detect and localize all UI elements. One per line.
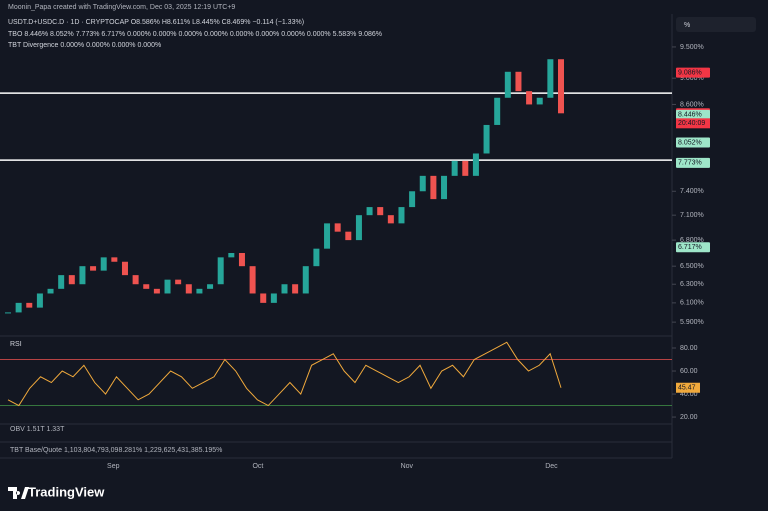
- candle: [270, 293, 277, 303]
- candle: [451, 160, 458, 176]
- x-tick-label: Sep: [107, 463, 120, 470]
- y-tick-label: 20.00: [680, 414, 698, 421]
- candle: [164, 279, 171, 294]
- rsi-badge: [676, 382, 700, 393]
- candle: [90, 266, 97, 271]
- candle: [377, 207, 384, 216]
- y-tick-label: 6.100%: [680, 300, 704, 307]
- candle: [111, 257, 118, 262]
- candle: [536, 97, 543, 105]
- price-badge: [676, 157, 710, 168]
- candle: [526, 91, 533, 105]
- symbol-line: USDT.D+USDC.D · 1D · CRYPTOCAP O8.586% H…: [8, 19, 304, 26]
- candle: [36, 293, 43, 308]
- candle: [387, 215, 394, 224]
- price-badge: [676, 109, 710, 120]
- y-tick-label: 9.000%: [680, 75, 704, 82]
- candle: [494, 97, 501, 125]
- scale-button[interactable]: [676, 17, 756, 32]
- candle: [409, 191, 416, 208]
- candle: [504, 71, 511, 98]
- rsi-badge-label: 45.47: [678, 385, 696, 392]
- divergence-line: TBT Divergence 0.000% 0.000% 0.000% 0.00…: [8, 42, 161, 49]
- candle: [143, 284, 150, 289]
- candle: [419, 175, 426, 192]
- countdown-bg: [676, 118, 710, 129]
- price-badge-label: 8.052%: [678, 139, 702, 146]
- x-tick-label: Dec: [545, 463, 558, 470]
- candle: [207, 284, 214, 289]
- candle: [15, 302, 22, 313]
- rsi-line: [7, 341, 562, 407]
- y-tick-label: 80.00: [680, 345, 698, 352]
- candle: [228, 252, 235, 258]
- obv-line: OBV 1.51T 1.33T: [10, 426, 65, 433]
- tbo-line: TBO 8.446% 8.052% 7.773% 6.717% 0.000% 0…: [8, 31, 382, 38]
- price-badge-label: 8.446%: [678, 112, 702, 119]
- pane-title: RSI: [10, 341, 22, 348]
- candle: [430, 175, 437, 200]
- candle: [292, 284, 299, 294]
- candle: [260, 293, 267, 303]
- y-tick-label: 8.600%: [680, 101, 704, 108]
- base-quote-line: TBT Base/Quote 1,103,804,793,098.281% 1,…: [10, 447, 222, 454]
- y-tick-label: 7.100%: [680, 212, 704, 219]
- candle: [472, 153, 479, 176]
- credit: Moonin_Papa created with TradingView.com…: [8, 4, 235, 11]
- candle: [132, 275, 139, 285]
- y-tick-label: 7.400%: [680, 188, 704, 195]
- logo: TradingView: [28, 484, 105, 499]
- candle: [121, 261, 128, 276]
- y-tick-label: 9.500%: [680, 44, 704, 51]
- y-tick-label: 6.300%: [680, 281, 704, 288]
- candle: [302, 266, 309, 294]
- y-tick-label: 5.900%: [680, 319, 704, 326]
- candle: [100, 257, 107, 271]
- candle: [281, 284, 288, 294]
- candle: [441, 175, 448, 200]
- candle: [483, 124, 490, 154]
- candle: [175, 279, 182, 285]
- price-badge: [676, 67, 710, 78]
- candle: [355, 215, 362, 241]
- candle: [334, 223, 341, 232]
- price-badge: [676, 242, 710, 253]
- countdown: 20:40:09: [678, 120, 705, 127]
- price-badge: [676, 137, 710, 148]
- candle: [558, 59, 564, 114]
- candle: [47, 288, 54, 294]
- candle: [249, 266, 256, 294]
- candle: [196, 288, 203, 294]
- y-tick-label: 6.800%: [680, 237, 704, 244]
- candle: [238, 252, 245, 267]
- candle: [58, 275, 65, 289]
- candle: [185, 284, 192, 294]
- x-tick-label: Oct: [252, 463, 263, 470]
- x-tick-label: Nov: [401, 463, 414, 470]
- candle: [547, 59, 554, 98]
- price-badge-label: 6.717%: [678, 244, 702, 251]
- candle: [515, 71, 522, 92]
- candle: [153, 288, 160, 294]
- y-tick-label: 40.00: [680, 391, 698, 398]
- candle: [26, 302, 33, 308]
- price-badge-label: 7.773%: [678, 160, 702, 167]
- scale-button-label[interactable]: %: [684, 22, 690, 29]
- y-tick-label: 6.500%: [680, 263, 704, 270]
- y-tick-label: 60.00: [680, 368, 698, 375]
- candle: [79, 266, 86, 285]
- candle: [217, 257, 224, 285]
- candle: [68, 275, 75, 285]
- candle: [313, 248, 320, 267]
- candle: [398, 207, 405, 224]
- candle: [462, 160, 469, 176]
- candle: [345, 231, 352, 241]
- logo-icon: [8, 487, 29, 499]
- candle: [324, 223, 331, 249]
- candle: [366, 207, 373, 216]
- candle: [5, 312, 11, 314]
- price-badge-label: 9.086%: [678, 70, 702, 77]
